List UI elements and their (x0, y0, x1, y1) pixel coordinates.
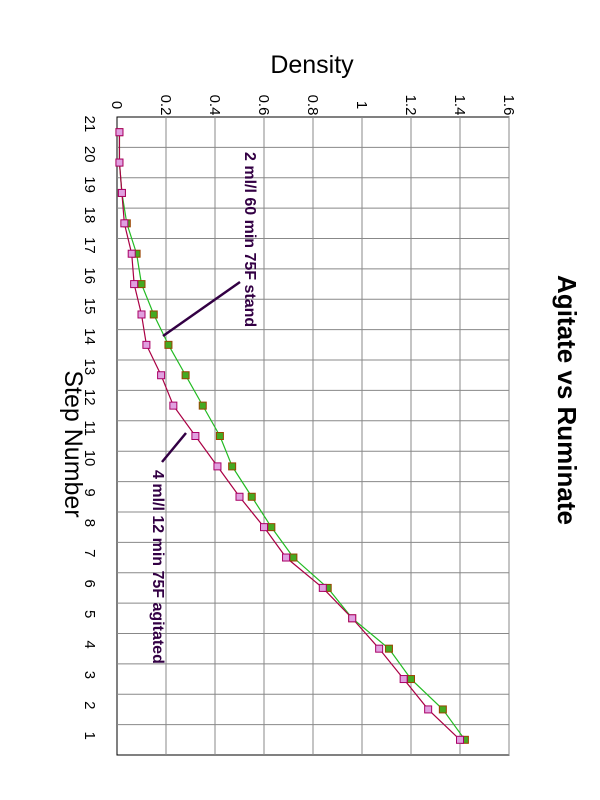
series-1-point (438, 705, 447, 714)
step-tick-label: 15 (81, 298, 98, 315)
series-2-point (127, 249, 136, 258)
series-1-point (137, 280, 146, 289)
step-tick-label: 20 (81, 146, 98, 163)
grid (117, 117, 510, 755)
step-tick-label: 17 (81, 237, 98, 254)
series-2-point (120, 219, 129, 228)
series-2-point (375, 644, 384, 653)
series-2-point (142, 340, 151, 349)
density-tick-label: 0 (108, 101, 125, 109)
series-1-point (149, 310, 158, 319)
annotation-stand: 2 ml/l 60 min 75F stand (241, 152, 258, 327)
step-tick-label: 19 (81, 176, 98, 193)
step-tick-label: 7 (81, 549, 98, 557)
step-tick-label: 14 (81, 328, 98, 345)
step-tick-label: 9 (81, 488, 98, 496)
series-2-point (348, 614, 357, 623)
series-1-point (247, 492, 256, 501)
annotations: 2 ml/l 60 min 75F stand 4 ml/l 12 min 75F… (149, 152, 258, 664)
density-tick-label: 0.2 (157, 95, 174, 116)
step-tick-label: 8 (81, 519, 98, 527)
series-2-point (260, 523, 268, 532)
step-tick-label: 4 (81, 640, 98, 648)
series-2-point (137, 310, 146, 319)
x-axis-title: Step Number (59, 370, 87, 517)
series-2-point (235, 492, 244, 501)
series-1-point (289, 553, 298, 562)
series-1-point (384, 644, 393, 653)
density-tick-label: 1.6 (500, 95, 517, 116)
series-2-point (213, 462, 222, 471)
step-tick-label: 3 (81, 671, 98, 679)
annotation-agitated: 4 ml/l 12 min 75F agitated (149, 470, 166, 664)
step-tick-label: 16 (81, 267, 98, 284)
series-markers (115, 128, 469, 744)
annotation-agitated-leader (161, 432, 187, 463)
step-tick-label: 2 (81, 701, 98, 709)
annotation-stand-leader (162, 280, 241, 338)
series-2-point (424, 705, 433, 714)
step-tick-label: 13 (81, 359, 98, 376)
series-1-point (215, 432, 224, 440)
step-tick-label: 6 (81, 580, 98, 588)
step-tick-label: 21 (81, 116, 98, 133)
density-tick-label: 0.4 (206, 95, 223, 116)
density-tick-label: 0.6 (255, 95, 272, 116)
series-1-point (407, 675, 415, 684)
series-2-point (191, 432, 200, 440)
series-2-point (282, 553, 291, 562)
step-tick-label: 12 (81, 389, 98, 406)
y-axis-title: Density (270, 51, 354, 79)
series-2-point (130, 280, 139, 289)
series-2-point (318, 583, 327, 592)
series-1-point (181, 371, 190, 380)
density-tick-label: 1 (353, 101, 370, 109)
density-tick-label: 0.8 (304, 95, 321, 116)
step-tick-label: 11 (81, 420, 98, 436)
step-tick-label: 5 (81, 610, 98, 618)
density-tick-label: 1.2 (402, 95, 419, 116)
series-1-point (267, 523, 276, 532)
series-2-point (157, 371, 166, 380)
series-1-point (164, 340, 173, 349)
density-tick-label: 1.4 (451, 95, 468, 116)
series-2-point (399, 675, 408, 684)
series-2-point (115, 158, 124, 167)
series-2-point (456, 735, 464, 744)
step-tick-label: 18 (81, 207, 98, 224)
step-tick-label: 10 (81, 450, 98, 467)
step-tick-label: 1 (81, 731, 98, 739)
series-2-point (117, 188, 126, 197)
density-tick-labels: 0 0.2 0.4 0.6 0.8 1 1.2 1.4 1.6 (108, 95, 517, 116)
series-1-point (198, 401, 207, 410)
series-2-point (115, 128, 124, 137)
series-1-point (228, 462, 237, 471)
chart-title: Agitate vs Ruminate (552, 275, 582, 525)
series-2-point (169, 401, 178, 410)
